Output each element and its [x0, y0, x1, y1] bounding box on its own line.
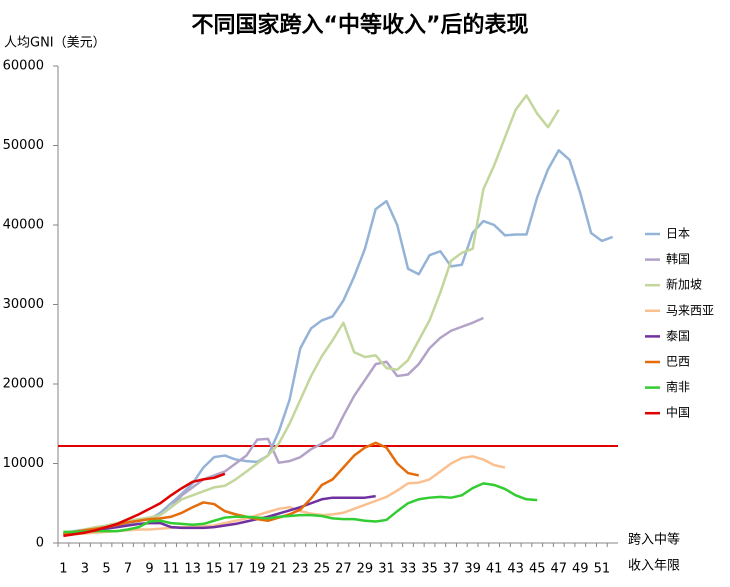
- x-tick-label: 19: [249, 562, 266, 577]
- legend-label: 巴西: [666, 355, 690, 369]
- y-tick-label: 20000: [3, 377, 44, 392]
- legend-label: 泰国: [666, 329, 690, 343]
- y-tick-label: 60000: [3, 59, 44, 74]
- x-tick-label: 17: [227, 562, 244, 577]
- y-tick-label: 10000: [3, 456, 44, 471]
- y-tick-label: 0: [36, 536, 44, 551]
- x-tick-label: 39: [464, 562, 481, 577]
- x-tick-label: 33: [400, 562, 417, 577]
- x-tick-label: 15: [206, 562, 223, 577]
- series-line: [63, 455, 506, 537]
- legend-label: 新加坡: [666, 277, 702, 292]
- legend-label: 南非: [666, 379, 690, 394]
- y-axis-label: 人均GNI（美元）: [4, 36, 106, 51]
- x-axis-label: 收入年限: [628, 559, 680, 574]
- x-tick-label: 49: [572, 562, 589, 577]
- legend-label: 日本: [666, 227, 690, 241]
- x-tick-label: 31: [378, 562, 395, 577]
- x-tick-label: 47: [550, 562, 567, 577]
- x-tick-label: 43: [507, 562, 524, 577]
- x-tick-label: 11: [163, 562, 180, 577]
- series-line: [63, 494, 376, 536]
- x-tick-label: 7: [124, 562, 132, 577]
- series-line: [63, 472, 226, 538]
- x-tick-label: 35: [421, 562, 438, 577]
- series-line: [63, 94, 560, 535]
- x-tick-label: 25: [314, 562, 331, 577]
- x-tick-label: 13: [184, 562, 201, 577]
- x-tick-label: 51: [594, 562, 611, 577]
- x-tick-label: 45: [529, 562, 546, 577]
- x-tick-label: 29: [357, 562, 374, 577]
- x-tick-label: 41: [486, 562, 503, 577]
- x-tick-label: 1: [59, 562, 67, 577]
- chart-title: 不同国家跨入“中等收入”后的表现: [192, 12, 529, 38]
- x-tick-label: 23: [292, 562, 309, 577]
- x-tick-label: 27: [335, 562, 352, 577]
- y-tick-label: 50000: [3, 138, 44, 153]
- x-tick-label: 37: [443, 562, 460, 577]
- x-tick-label: 21: [270, 562, 287, 577]
- legend-label: 韩国: [666, 251, 690, 266]
- legend-label: 马来西亚: [666, 303, 714, 317]
- series-line: [63, 482, 538, 534]
- x-tick-label: 3: [81, 562, 89, 577]
- x-tick-label: 5: [102, 562, 110, 577]
- y-tick-label: 30000: [3, 297, 44, 312]
- x-axis-label: 跨入中等: [628, 532, 680, 548]
- y-tick-label: 40000: [3, 218, 44, 233]
- x-tick-label: 9: [145, 562, 153, 577]
- legend-label: 中国: [666, 405, 690, 420]
